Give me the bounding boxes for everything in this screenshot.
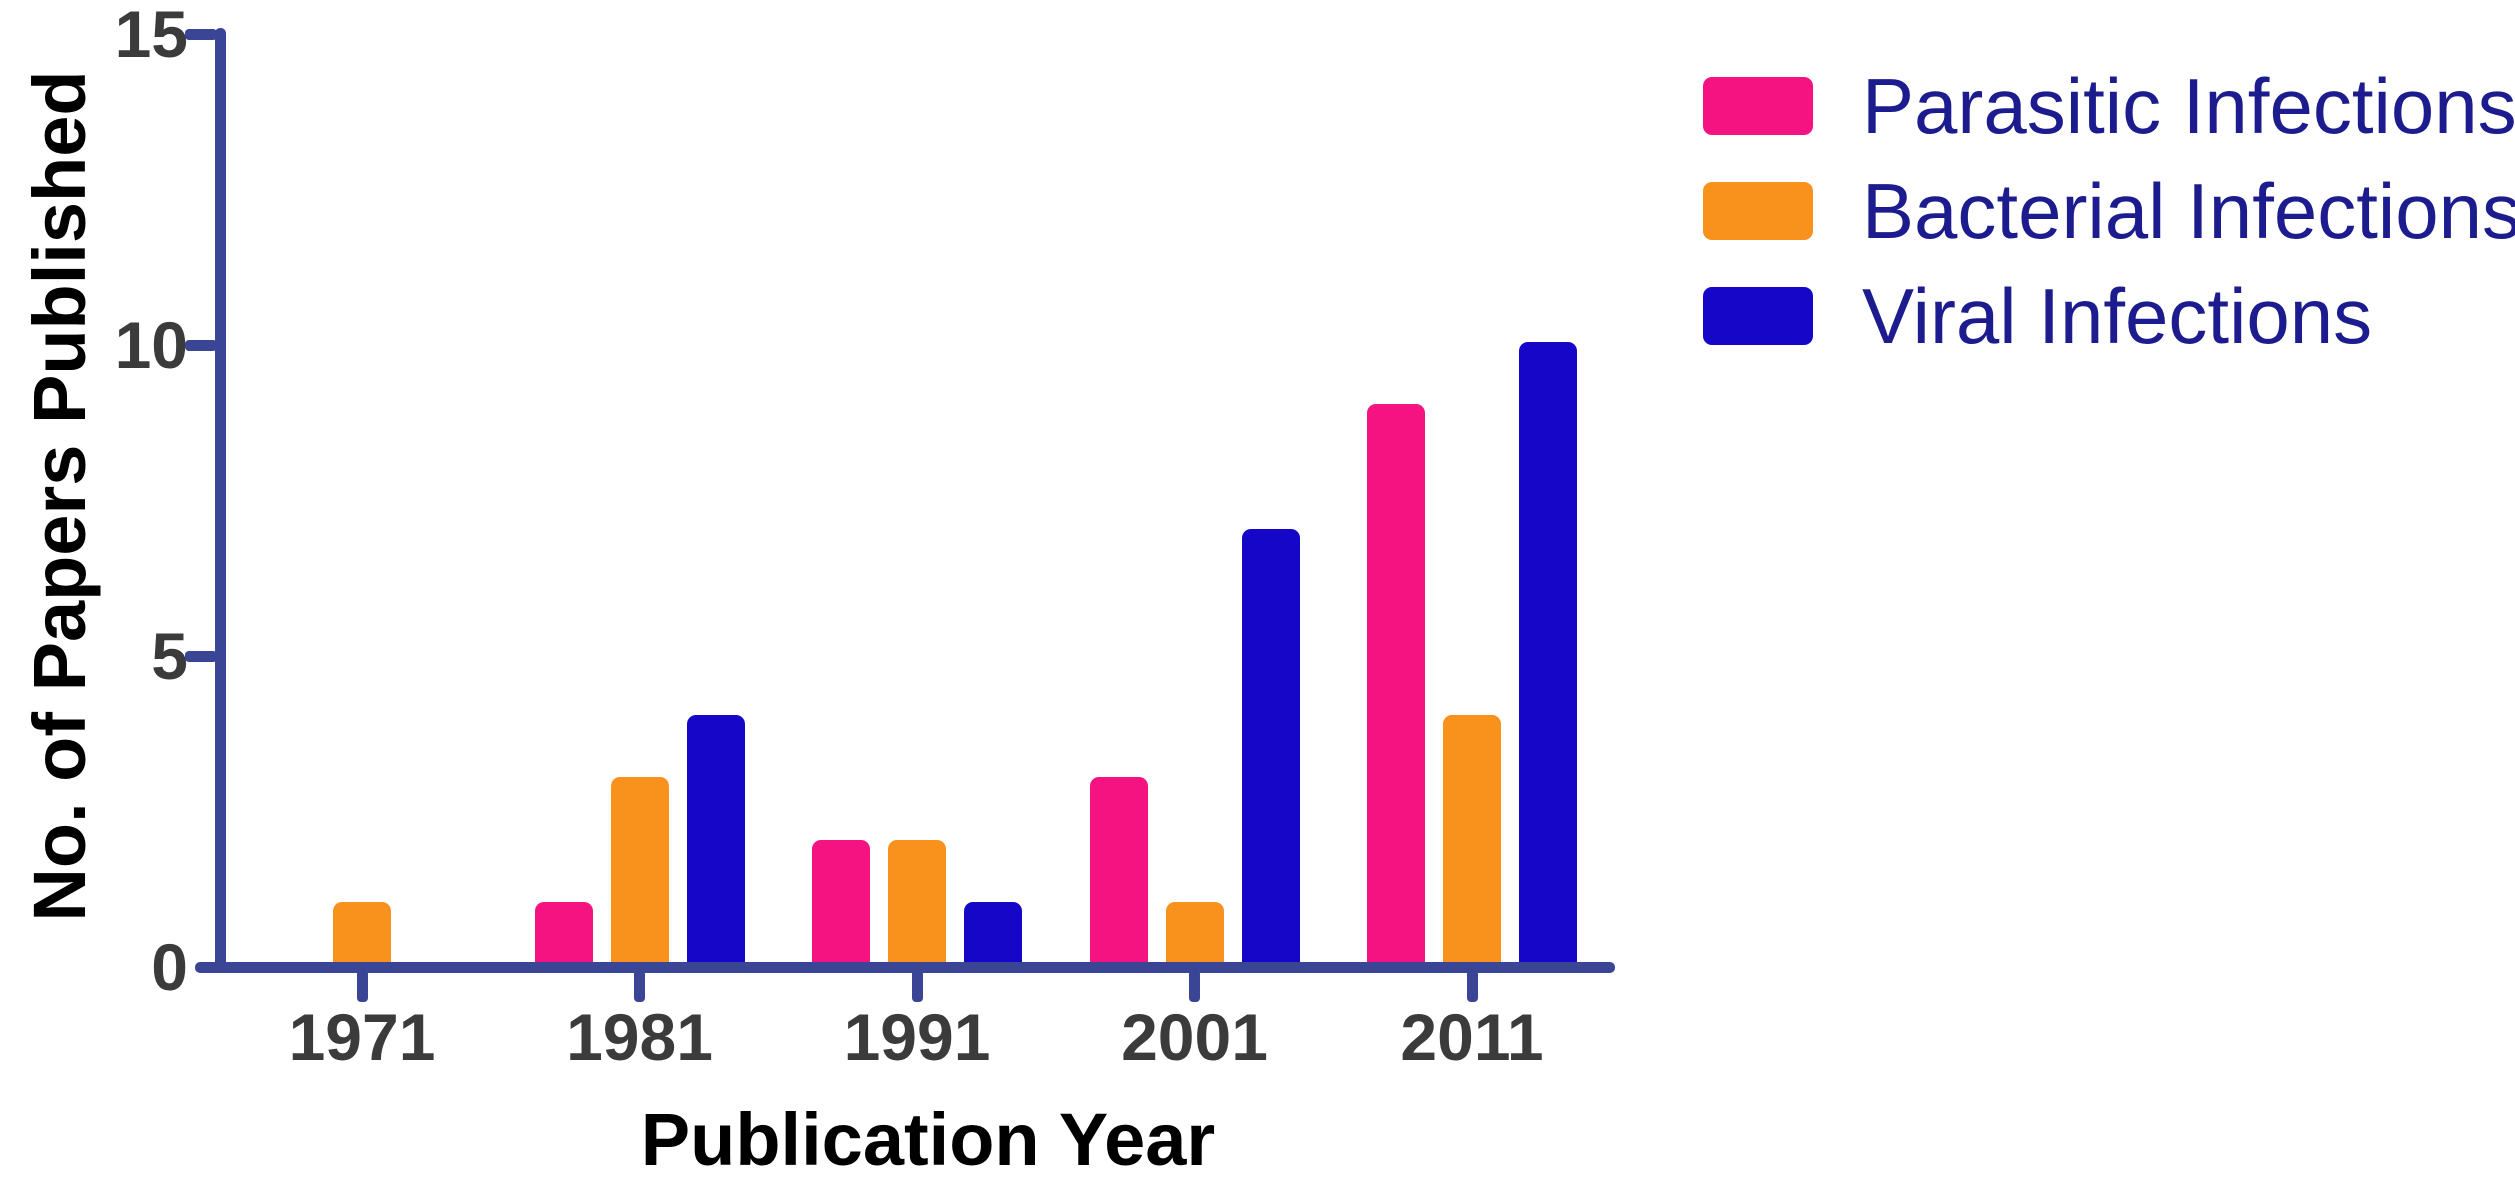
x-axis-title: Publication Year [640, 1098, 1216, 1181]
bar-bacterial-infections-1991 [888, 839, 946, 964]
legend-item-viral-infections: Viral Infections [1703, 277, 2372, 355]
x-tick-1991 [911, 970, 923, 1002]
legend-swatch-viral-infections [1703, 287, 1813, 345]
x-tick-1971 [356, 970, 368, 1002]
y-tick-label-10: 10 [114, 308, 188, 382]
y-tick-label-5: 5 [151, 619, 188, 693]
bar-viral-infections-2011 [1519, 342, 1577, 964]
legend-label-bacterial-infections: Bacterial Infections [1862, 167, 2515, 255]
x-tick-label-2001: 2001 [1121, 1000, 1268, 1074]
bar-parasitic-infections-2001 [1089, 777, 1148, 964]
bar-bacterial-infections-1971 [333, 901, 391, 964]
x-tick-label-1991: 1991 [843, 1000, 991, 1074]
y-tick-label-15: 15 [114, 0, 188, 71]
legend-label-viral-infections: Viral Infections [1862, 272, 2373, 360]
bar-viral-infections-1991 [964, 901, 1022, 964]
legend-swatch-bacterial-infections [1703, 182, 1813, 240]
bar-parasitic-infections-1991 [812, 839, 870, 964]
x-tick-label-2011: 2011 [1400, 1000, 1544, 1074]
y-tick-15 [185, 28, 217, 40]
y-axis-line [215, 28, 226, 973]
x-axis-line [195, 962, 1615, 973]
x-tick-1981 [634, 970, 645, 1002]
x-tick-2001 [1189, 970, 1200, 1002]
y-tick-label-0: 0 [151, 930, 188, 1004]
bar-bacterial-infections-1981 [610, 777, 669, 964]
y-tick-5 [185, 650, 217, 662]
bar-viral-infections-2001 [1241, 528, 1300, 964]
bar-parasitic-infections-1981 [534, 901, 593, 964]
x-tick-2011 [1466, 970, 1478, 1002]
bar-parasitic-infections-2011 [1367, 404, 1425, 964]
x-tick-label-1981: 1981 [566, 1000, 713, 1074]
bar-bacterial-infections-2001 [1165, 901, 1224, 964]
bar-viral-infections-1981 [686, 715, 745, 964]
bar-bacterial-infections-2011 [1443, 715, 1501, 964]
y-tick-10 [185, 339, 217, 351]
legend-label-parasitic-infections: Parasitic Infections [1862, 62, 2515, 150]
legend-item-bacterial-infections: Bacterial Infections [1703, 172, 2515, 250]
x-tick-label-1971: 1971 [288, 1000, 436, 1074]
legend-swatch-parasitic-infections [1703, 77, 1813, 135]
legend-item-parasitic-infections: Parasitic Infections [1703, 67, 2515, 145]
